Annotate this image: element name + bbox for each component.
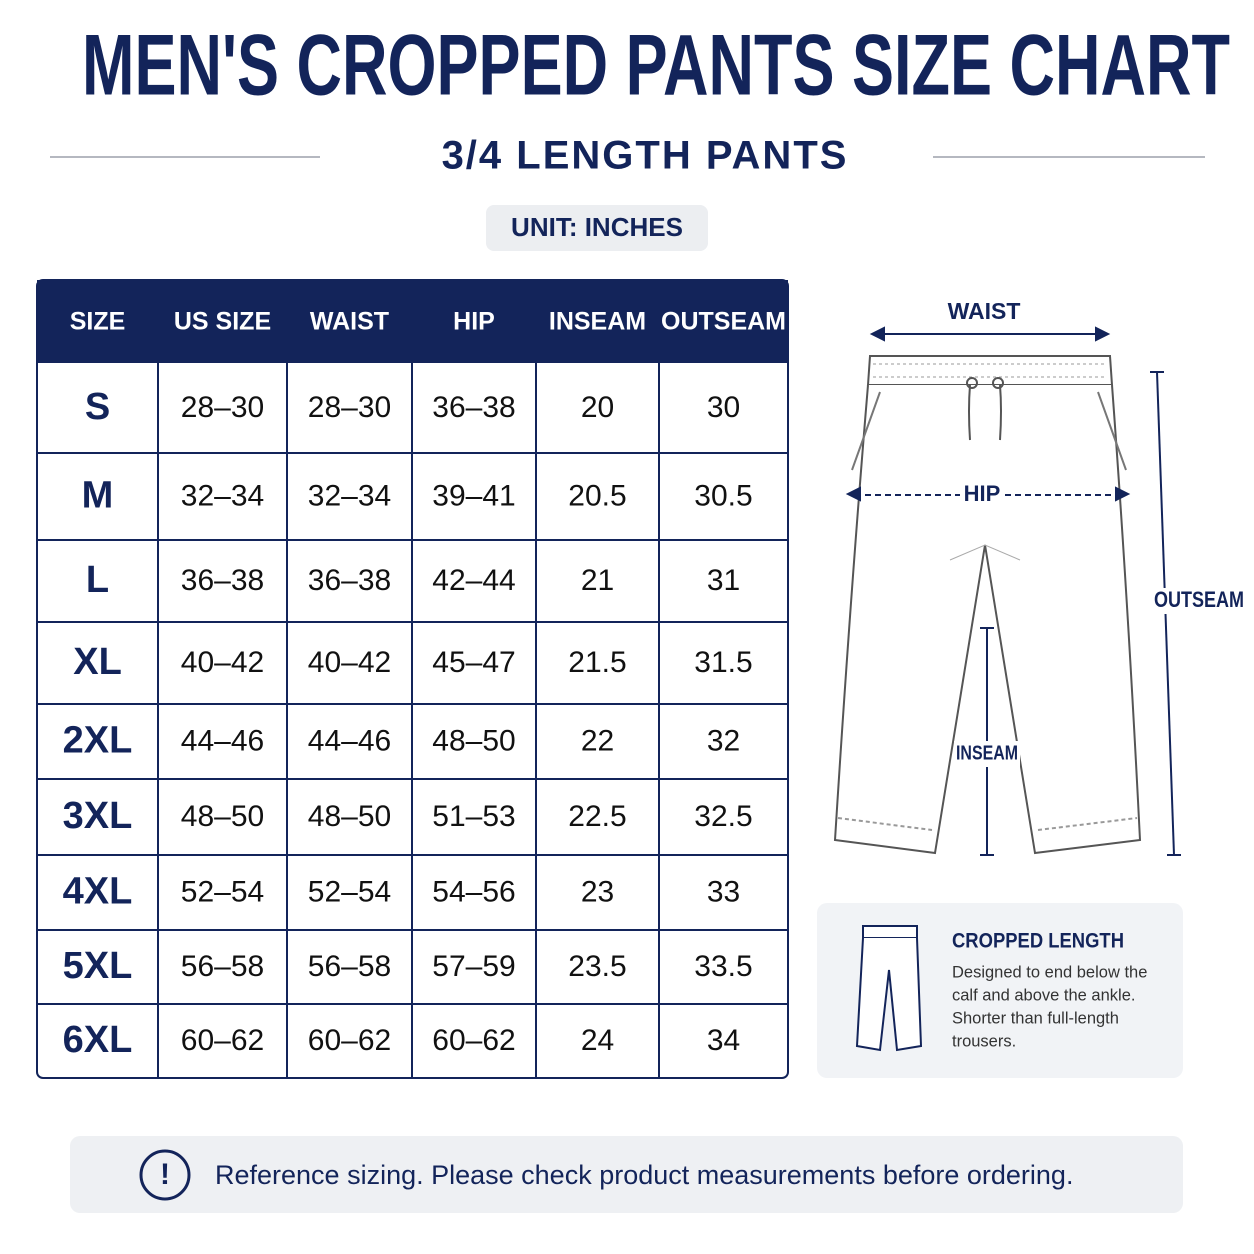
info-icon bbox=[855, 925, 923, 1052]
size-cell: 5XL bbox=[63, 945, 133, 987]
hip-label: HIP bbox=[964, 481, 1001, 506]
waist-label: WAIST bbox=[948, 298, 1021, 324]
title: MEN'S CROPPED PANTS SIZE CHART bbox=[82, 18, 1230, 114]
table-cell: 32–34 bbox=[181, 479, 264, 512]
table-cell: 21.5 bbox=[568, 646, 626, 679]
info-line: Designed to end below the bbox=[952, 963, 1147, 981]
table-cell: 56–58 bbox=[181, 950, 264, 983]
alert-mark: ! bbox=[160, 1158, 170, 1191]
table-cell: 36–38 bbox=[181, 564, 264, 597]
table-cell: 52–54 bbox=[181, 875, 264, 908]
info-text: Designed to end below the calf and above … bbox=[952, 963, 1147, 1050]
unit-label: UNIT: INCHES bbox=[511, 212, 683, 242]
info-title: CROPPED LENGTH bbox=[952, 930, 1124, 953]
table-cell: 31.5 bbox=[694, 646, 752, 679]
table-cell: 33.5 bbox=[694, 950, 752, 983]
column-header: HIP bbox=[453, 308, 495, 336]
icon-waistband bbox=[862, 925, 918, 939]
crotch-seam bbox=[949, 544, 1021, 561]
table-cell: 48–50 bbox=[432, 724, 515, 757]
size-cell: 6XL bbox=[63, 1019, 133, 1061]
table-cell: 32–34 bbox=[308, 479, 391, 512]
size-cell: L bbox=[86, 559, 109, 601]
size-cell: 2XL bbox=[63, 720, 133, 762]
table-cell: 23.5 bbox=[568, 950, 626, 983]
eyelet bbox=[992, 377, 1004, 389]
table-cell: 32 bbox=[707, 724, 740, 757]
info-line: trousers. bbox=[952, 1032, 1016, 1050]
table-cell: 45–47 bbox=[432, 646, 515, 679]
label-bg bbox=[1150, 588, 1250, 614]
arrowheads bbox=[869, 326, 1111, 342]
table-cell: 42–44 bbox=[432, 564, 515, 597]
stitching bbox=[873, 363, 1107, 378]
table-cell: 31 bbox=[707, 564, 740, 597]
table-cell: 30.5 bbox=[694, 479, 752, 512]
table-cell: 44–46 bbox=[181, 724, 264, 757]
table-cell: 28–30 bbox=[308, 391, 391, 424]
column-header: WAIST bbox=[310, 308, 389, 336]
footer-box bbox=[70, 1136, 1183, 1213]
table-cell: 36–38 bbox=[308, 564, 391, 597]
hem bbox=[837, 817, 1138, 831]
size-cell: S bbox=[85, 386, 110, 428]
table-cell: 51–53 bbox=[432, 800, 515, 833]
label-bg bbox=[960, 482, 1004, 506]
pants-diagram bbox=[833, 355, 1142, 855]
size-cell: M bbox=[82, 475, 114, 517]
table-cell: 20 bbox=[581, 391, 614, 424]
subtitle: 3/4 LENGTH PANTS bbox=[442, 134, 849, 178]
table-cell: 32.5 bbox=[694, 800, 752, 833]
column-header: US SIZE bbox=[174, 308, 271, 336]
column-header: INSEAM bbox=[549, 308, 646, 336]
table-cell: 48–50 bbox=[308, 800, 391, 833]
column-header: SIZE bbox=[70, 308, 126, 336]
label-bg bbox=[954, 741, 1020, 767]
info-line: Shorter than full-length bbox=[952, 1009, 1119, 1027]
size-table: SIZE US SIZE WAIST HIP INSEAM OUTSEAM S 28–30 28… bbox=[36, 279, 789, 1079]
icon-pants bbox=[855, 937, 923, 1052]
table-cell: 56–58 bbox=[308, 950, 391, 983]
table-cell: 23 bbox=[581, 875, 614, 908]
table-cell: 54–56 bbox=[432, 875, 515, 908]
table-cell: 33 bbox=[707, 875, 740, 908]
table-cell: 30 bbox=[707, 391, 740, 424]
arrowheads bbox=[845, 486, 1131, 502]
table-cell: 36–38 bbox=[432, 391, 515, 424]
table-cell: 40–42 bbox=[308, 646, 391, 679]
table-cell: 39–41 bbox=[432, 479, 515, 512]
table-cell: 22.5 bbox=[568, 800, 626, 833]
table-cell: 60–62 bbox=[181, 1024, 264, 1057]
size-cell: 4XL bbox=[63, 871, 133, 913]
pockets bbox=[851, 391, 1127, 471]
table-cell: 24 bbox=[581, 1024, 614, 1057]
drawstring bbox=[968, 384, 1002, 441]
table-cell: 34 bbox=[707, 1024, 740, 1057]
outseam-label: OUTSEAM bbox=[1154, 587, 1244, 612]
table-cell: 60–62 bbox=[308, 1024, 391, 1057]
table-cell: 60–62 bbox=[432, 1024, 515, 1057]
table-cell: 57–59 bbox=[432, 950, 515, 983]
alert-icon bbox=[139, 1149, 191, 1201]
unit-badge bbox=[486, 205, 708, 251]
table-cell: 48–50 bbox=[181, 800, 264, 833]
table-cell: 28–30 bbox=[181, 391, 264, 424]
info-line: calf and above the ankle. bbox=[952, 986, 1135, 1004]
table-cell: 40–42 bbox=[181, 646, 264, 679]
waistband bbox=[866, 355, 1114, 386]
table-cell: 52–54 bbox=[308, 875, 391, 908]
table-cell: 44–46 bbox=[308, 724, 391, 757]
arrow-caps bbox=[980, 627, 994, 856]
column-header: OUTSEAM bbox=[661, 308, 786, 336]
table-cell: 20.5 bbox=[568, 479, 626, 512]
size-cell: XL bbox=[73, 641, 122, 683]
table-cell: 21 bbox=[581, 564, 614, 597]
size-cell: 3XL bbox=[63, 795, 133, 837]
eyelet bbox=[966, 377, 978, 389]
inseam-label: INSEAM bbox=[956, 742, 1018, 764]
footer-text: Reference sizing. Please check product m… bbox=[215, 1160, 1073, 1190]
arrow-caps bbox=[1150, 371, 1181, 856]
table-cell: 22 bbox=[581, 724, 614, 757]
